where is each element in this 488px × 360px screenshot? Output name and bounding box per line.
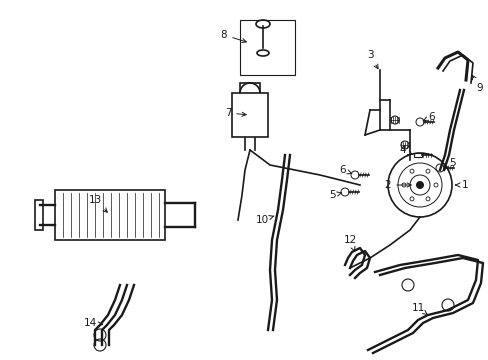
Text: 13: 13 xyxy=(88,195,107,212)
Text: 5: 5 xyxy=(329,190,341,200)
Bar xyxy=(240,20,294,75)
Text: 10: 10 xyxy=(255,215,273,225)
Circle shape xyxy=(425,197,429,201)
Text: 1: 1 xyxy=(455,180,468,190)
Circle shape xyxy=(433,183,437,187)
Circle shape xyxy=(401,183,405,187)
Text: 5: 5 xyxy=(442,158,454,168)
Circle shape xyxy=(415,181,423,189)
Text: 3: 3 xyxy=(366,50,377,69)
Text: 14: 14 xyxy=(83,318,102,328)
Text: 7: 7 xyxy=(224,108,245,118)
Bar xyxy=(240,83,260,95)
Text: 12: 12 xyxy=(343,235,356,251)
Circle shape xyxy=(409,197,413,201)
Bar xyxy=(35,200,43,230)
Text: 2: 2 xyxy=(384,180,410,190)
Text: 6: 6 xyxy=(422,112,434,122)
Text: 11: 11 xyxy=(410,303,427,315)
Bar xyxy=(55,190,164,240)
Text: 6: 6 xyxy=(339,165,351,175)
Bar xyxy=(413,153,421,157)
Text: 8: 8 xyxy=(220,30,246,42)
Circle shape xyxy=(425,169,429,173)
Text: 4: 4 xyxy=(399,145,411,155)
Circle shape xyxy=(409,169,413,173)
Bar xyxy=(231,93,267,137)
Text: 9: 9 xyxy=(471,75,482,93)
